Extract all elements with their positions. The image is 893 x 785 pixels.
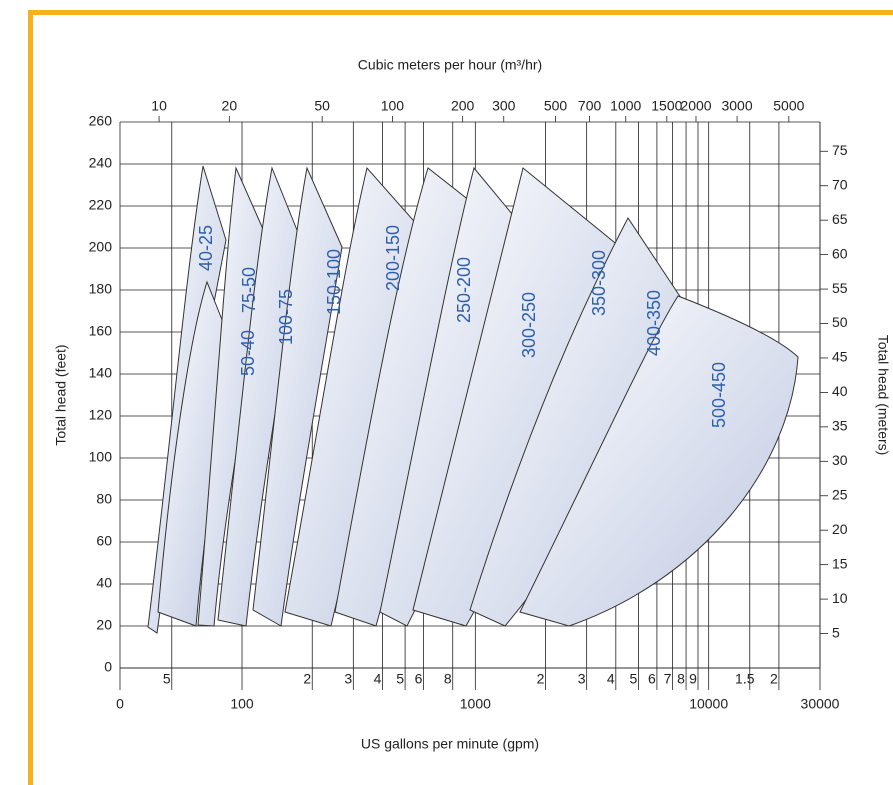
y2-tick-label: 20 [832, 521, 848, 537]
x-minor-tick-label: 4 [607, 671, 615, 687]
x2-tick-label: 5000 [773, 98, 804, 114]
y-axis-title: Total head (feet) [53, 344, 69, 445]
region-label: 300-250 [519, 292, 539, 358]
frame-left [28, 10, 33, 785]
x-minor-tick-label: 2 [303, 671, 311, 687]
x-tick-label: 30000 [801, 696, 840, 712]
y2-tick-label: 65 [832, 211, 848, 227]
y-tick-label: 240 [89, 155, 113, 171]
region [217, 166, 304, 627]
x-minor-tick-label: 5 [630, 671, 638, 687]
y2-axis-title: Total head (meters) [875, 335, 891, 456]
x2-tick-label: 10 [151, 98, 167, 114]
region-label: 75-50 [239, 267, 259, 313]
region-label: 500-450 [709, 362, 729, 428]
x2-tick-label: 2000 [680, 98, 711, 114]
x2-tick-label: 1500 [651, 98, 682, 114]
x2-tick-label: 1000 [610, 98, 641, 114]
y2-tick-label: 15 [832, 555, 848, 571]
x-minor-tick-label: 6 [415, 671, 423, 687]
region-label: 40-25 [196, 225, 216, 271]
x-tick-label: 100 [230, 696, 254, 712]
x-minor-tick-label: 6 [648, 671, 656, 687]
x-minor-tick-label: 1.5 [735, 671, 755, 687]
x-tick-label: 1000 [460, 696, 491, 712]
region [197, 166, 271, 627]
y-tick-label: 200 [89, 239, 113, 255]
x-minor-tick-label: 7 [664, 671, 672, 687]
x-tick-label: 10000 [689, 696, 728, 712]
x2-tick-label: 50 [314, 98, 330, 114]
y2-tick-label: 10 [832, 590, 848, 606]
y-tick-label: 80 [96, 491, 112, 507]
region-labels: 40-25 50-40 75-50 100-75 150-100 200-150… [196, 225, 729, 428]
region [519, 295, 799, 627]
top-axis-title: Cubic meters per hour (m³/hr) [358, 57, 542, 73]
x-minor-tick-label: 3 [578, 671, 586, 687]
y-tick-label: 180 [89, 281, 113, 297]
x-minor-tick-label: 4 [374, 671, 382, 687]
y2-tick-label: 60 [832, 245, 848, 261]
y2-tick-label: 5 [832, 624, 840, 640]
y-tick-label: 260 [89, 113, 113, 129]
y2-tick-label: 70 [832, 176, 848, 192]
region-label: 400-350 [644, 290, 664, 356]
region [252, 166, 343, 627]
y2-tick-label: 50 [832, 314, 848, 330]
y-tick-label: 40 [96, 575, 112, 591]
y2-tick-label: 30 [832, 452, 848, 468]
frame-top [28, 10, 893, 15]
y2-tick-label: 35 [832, 418, 848, 434]
x-minor-tick-label: 9 [689, 671, 697, 687]
y-tick-label: 220 [89, 197, 113, 213]
x-minor-tick-label: 5 [396, 671, 404, 687]
x2-tick-label: 700 [578, 98, 602, 114]
x2-tick-label: 500 [544, 98, 568, 114]
region-label: 250-200 [454, 257, 474, 323]
x-minor-tick-label: 3 [344, 671, 352, 687]
x2-tick-label: 200 [451, 98, 475, 114]
regions [147, 165, 799, 634]
y2-tick-label: 40 [832, 383, 848, 399]
y-tick-label: 160 [89, 323, 113, 339]
x-axis-title: US gallons per minute (gpm) [361, 736, 539, 752]
x-minor-tick-label: 5 [163, 671, 171, 687]
y-tick-label: 60 [96, 533, 112, 549]
x-minor-tick-label: 2 [770, 671, 778, 687]
y2-tick-label: 75 [832, 142, 848, 158]
y-tick-label: 140 [89, 365, 113, 381]
y2-tick-label: 45 [832, 349, 848, 365]
x2-tick-label: 300 [492, 98, 516, 114]
region-label: 350-300 [589, 250, 609, 316]
y-tick-label: 100 [89, 449, 113, 465]
x2-tick-label: 100 [381, 98, 405, 114]
y-tick-label: 20 [96, 617, 112, 633]
region-label: 100-75 [276, 289, 296, 345]
x2-tick-label: 20 [222, 98, 238, 114]
x-minor-tick-label: 8 [677, 671, 685, 687]
x-minor-tick-label: 8 [444, 671, 452, 687]
x-minor-tick-label: 2 [537, 671, 545, 687]
region-label: 200-150 [383, 225, 403, 291]
region-label: 150-100 [324, 249, 344, 315]
y-tick-label: 0 [104, 659, 112, 675]
x-origin-label: 0 [116, 696, 124, 712]
x2-tick-label: 3000 [721, 98, 752, 114]
y2-tick-label: 25 [832, 486, 848, 502]
y-tick-label: 120 [89, 407, 113, 423]
y2-tick-label: 55 [832, 280, 848, 296]
region-label: 50-40 [238, 330, 258, 376]
